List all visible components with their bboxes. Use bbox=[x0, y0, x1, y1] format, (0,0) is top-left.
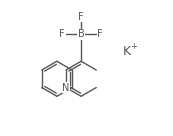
Text: F: F bbox=[97, 29, 103, 39]
Text: B: B bbox=[78, 29, 84, 39]
Text: K: K bbox=[123, 45, 131, 58]
Text: F: F bbox=[60, 29, 65, 39]
Text: N: N bbox=[62, 83, 70, 92]
Text: +: + bbox=[130, 42, 137, 51]
Text: F: F bbox=[78, 12, 84, 22]
